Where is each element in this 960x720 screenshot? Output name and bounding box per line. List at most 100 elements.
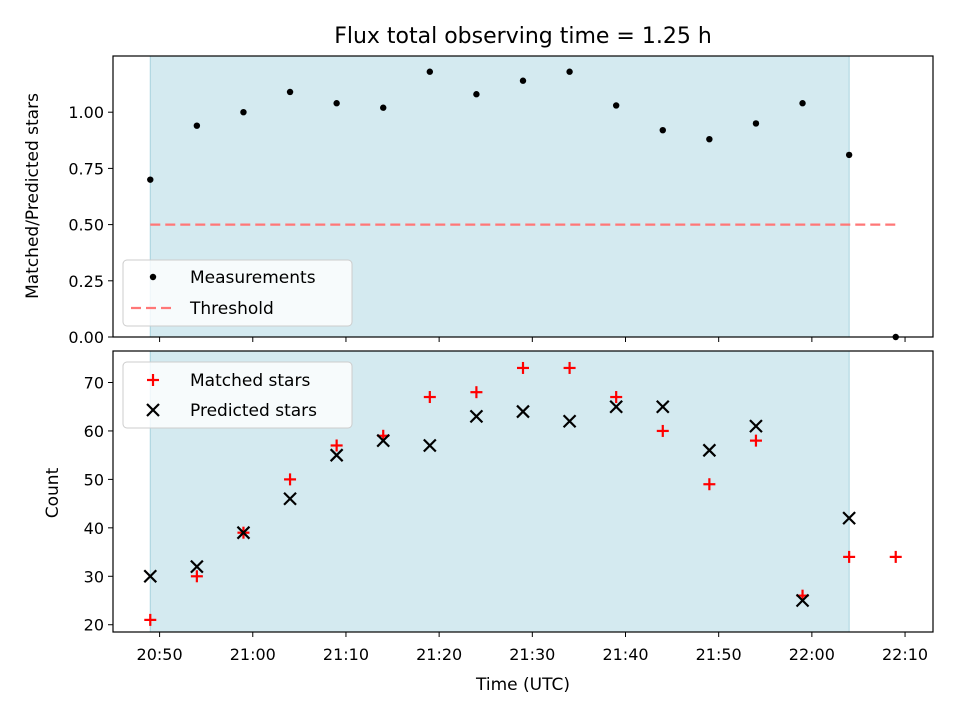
matched-point: [749, 434, 762, 447]
legend-box: [122, 361, 353, 429]
y-tick-label: 0.25: [68, 272, 104, 291]
measurement-point: [706, 135, 713, 143]
plot-frame: [112, 350, 934, 633]
predicted-point-b: [655, 399, 670, 414]
predicted-point: [376, 433, 391, 448]
legend-dot-marker: [149, 273, 157, 281]
predicted-point-b: [236, 525, 251, 540]
x-tick-label: 21:40: [602, 645, 648, 664]
measurement-point: [659, 126, 666, 134]
legend-box: [122, 259, 353, 327]
x-tick-label: 21:10: [323, 645, 369, 664]
predicted-point-b: [702, 443, 717, 458]
legend-label-predicted: Predicted stars: [190, 401, 317, 421]
predicted-point: [749, 419, 763, 433]
predicted-point: [329, 448, 344, 462]
measurement-point: [286, 88, 294, 96]
measurement-point: [380, 104, 387, 111]
matched-point: [284, 473, 297, 486]
matched-point: [563, 361, 576, 374]
matched-point: [703, 478, 716, 491]
y-tick-label: 70: [84, 373, 104, 392]
predicted-point: [143, 569, 158, 584]
y-tick-label: 60: [84, 422, 104, 441]
predicted-point: [516, 404, 530, 419]
y-tick-label: 1.00: [68, 103, 104, 122]
matched-point: [656, 424, 669, 437]
x-tick-label: 22:10: [882, 645, 928, 664]
predicted-point: [702, 443, 717, 458]
predicted-point-b: [562, 414, 577, 429]
predicted-point-b: [329, 448, 344, 462]
predicted-point: [236, 525, 251, 540]
y-axis-label-ratio: Matched/Predicted stars: [23, 93, 43, 299]
count-panel: 20 30 40 50 60 70 20:50 21:00 21:10 21:20 21:30 21:…: [84, 350, 934, 664]
legend-label-threshold: Threshold: [189, 299, 274, 319]
matched-point: [889, 550, 902, 563]
predicted-point-b: [190, 559, 204, 574]
predicted-point-b: [469, 409, 484, 424]
y-tick-label: 20: [84, 616, 104, 635]
predicted-point: [562, 414, 577, 429]
predicted-point: [423, 438, 437, 453]
plot-frame: [112, 55, 934, 338]
predicted-point-b: [376, 433, 391, 448]
measurement-point: [799, 100, 806, 107]
predicted-point: [842, 511, 856, 525]
y-tick-label: 40: [84, 519, 104, 538]
matched-point: [144, 613, 157, 626]
matched-point: [423, 391, 436, 404]
measurement-point: [612, 102, 620, 109]
y-tick-label: 50: [84, 470, 104, 489]
predicted-point-b: [609, 399, 623, 414]
legend-label-matched: Matched stars: [190, 371, 310, 391]
measurement-point: [845, 151, 853, 159]
predicted-point-b: [795, 593, 810, 608]
measurement-point: [147, 176, 154, 183]
x-tick-label: 21:30: [509, 645, 555, 664]
y-tick-label: 0.75: [68, 159, 104, 178]
matched-point: [330, 439, 343, 452]
predicted-point-b: [842, 511, 856, 525]
legend: Measurements Threshold: [122, 259, 353, 327]
predicted-point-b: [749, 419, 763, 433]
measurement-point: [566, 68, 573, 75]
y-tick-label: 0.50: [68, 216, 104, 235]
predicted-point-b: [516, 404, 530, 419]
matched-point: [470, 386, 483, 399]
x-tick-label: 20:50: [137, 645, 183, 664]
chart-title: Flux total observing time = 1.25 h: [334, 24, 712, 49]
measurement-point: [193, 122, 201, 129]
predicted-point: [655, 399, 670, 414]
legend-label-measurements: Measurements: [190, 268, 316, 288]
measurement-point: [426, 68, 434, 75]
x-tick-label: 21:00: [230, 645, 276, 664]
predicted-point-b: [423, 438, 437, 453]
legend-x-b: [146, 403, 160, 417]
matched-point: [190, 570, 203, 583]
predicted-point: [190, 559, 204, 574]
predicted-point-b: [143, 569, 158, 584]
predicted-point-b: [283, 491, 297, 506]
matched-point: [610, 391, 623, 404]
ratio-panel: 0.00 0.25 0.50 0.75 1.00 Measurements Threshol…: [68, 55, 934, 347]
y-axis-label-count: Count: [43, 467, 63, 518]
predicted-point: [795, 593, 810, 608]
measurement-point: [333, 100, 340, 107]
measurement-point: [519, 77, 527, 84]
matched-point: [517, 361, 529, 374]
y-tick-label: 30: [84, 567, 104, 586]
x-axis-label: Time (UTC): [475, 675, 570, 695]
predicted-point: [469, 409, 484, 424]
predicted-point: [283, 491, 297, 506]
measurement-point: [752, 120, 760, 127]
legend: Matched stars Predicted stars: [122, 361, 353, 429]
matched-point: [843, 550, 856, 563]
measurement-point: [473, 91, 480, 98]
x-tick-label: 21:50: [696, 645, 742, 664]
y-tick-label: 0.00: [68, 328, 104, 347]
x-tick-label: 22:00: [789, 645, 835, 664]
x-tick-label: 21:20: [416, 645, 462, 664]
measurement-point: [240, 109, 247, 116]
